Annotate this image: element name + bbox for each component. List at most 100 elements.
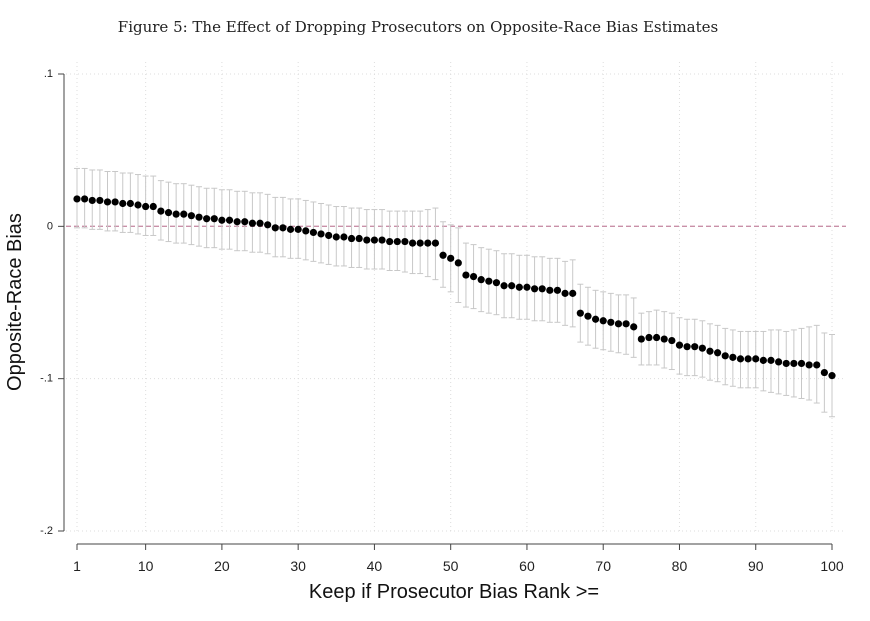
data-point	[553, 286, 562, 294]
data-point	[775, 358, 783, 366]
data-point	[599, 317, 607, 325]
data-point	[134, 201, 142, 209]
data-point	[172, 210, 180, 218]
data-points	[73, 195, 836, 380]
y-tick-label: .1	[44, 68, 53, 80]
x-tick-label: 20	[214, 558, 230, 574]
y-tick-label: -.1	[40, 373, 53, 385]
x-tick-label: 70	[595, 558, 611, 574]
data-point	[317, 230, 325, 238]
data-point	[462, 271, 470, 279]
data-point	[546, 286, 554, 294]
data-point	[485, 277, 493, 285]
data-point	[279, 224, 287, 232]
x-tick-label: 40	[367, 558, 383, 574]
data-point	[294, 225, 302, 233]
x-tick-label: 80	[672, 558, 688, 574]
data-point	[767, 356, 775, 364]
data-point	[408, 239, 417, 247]
data-point	[355, 234, 363, 243]
data-point	[584, 312, 592, 320]
x-tick-label: 1	[73, 558, 81, 574]
data-point	[195, 213, 203, 221]
data-point	[721, 352, 729, 360]
data-point	[561, 289, 569, 297]
data-point	[225, 216, 234, 224]
y-tick-label: -.2	[40, 525, 53, 537]
data-point	[431, 239, 440, 247]
data-point	[248, 219, 257, 227]
data-point	[668, 336, 676, 345]
data-point	[302, 227, 310, 235]
data-point	[271, 224, 279, 232]
grid-layer	[66, 62, 846, 533]
data-point	[698, 344, 706, 352]
data-point	[454, 259, 462, 267]
data-point	[119, 199, 127, 208]
data-point	[782, 359, 790, 368]
data-point	[386, 237, 394, 246]
data-point	[416, 239, 424, 247]
data-point	[744, 355, 752, 363]
data-point	[569, 289, 577, 297]
data-point	[447, 254, 455, 262]
data-point	[111, 198, 119, 206]
data-point	[309, 228, 318, 237]
x-tick-label: 100	[820, 558, 844, 574]
data-point	[347, 234, 356, 243]
data-point	[691, 343, 699, 351]
data-point	[370, 236, 379, 244]
data-point	[477, 276, 485, 284]
data-point	[614, 320, 623, 328]
data-point	[340, 233, 348, 241]
data-point	[714, 349, 722, 357]
data-point	[637, 335, 645, 343]
data-point	[828, 372, 836, 380]
data-point	[241, 218, 249, 226]
data-point	[752, 355, 760, 363]
data-point	[706, 347, 714, 355]
data-point	[286, 225, 295, 233]
data-point	[180, 210, 188, 218]
x-tick-label: 60	[519, 558, 535, 574]
data-point	[157, 207, 165, 215]
error-bars	[74, 167, 835, 418]
data-point	[210, 215, 218, 223]
data-point	[393, 237, 401, 246]
data-point	[187, 212, 195, 220]
data-point	[630, 323, 638, 331]
data-point	[622, 320, 630, 328]
data-point	[164, 209, 173, 217]
data-point	[591, 315, 600, 323]
data-point	[736, 355, 745, 363]
data-point	[508, 282, 516, 290]
data-point	[126, 199, 134, 208]
x-tick-label: 30	[290, 558, 306, 574]
data-point	[401, 237, 409, 246]
data-point	[233, 218, 241, 226]
data-point	[256, 219, 264, 227]
data-point	[530, 285, 539, 293]
data-point	[218, 216, 226, 224]
data-point	[523, 283, 531, 291]
data-point	[675, 341, 684, 349]
y-axis-title: Opposite-Race Bias	[4, 213, 26, 391]
y-tick-label: 0	[47, 220, 53, 232]
data-point	[88, 196, 96, 205]
data-point	[149, 202, 157, 211]
data-point	[73, 195, 81, 203]
data-point	[538, 285, 546, 293]
data-point	[378, 236, 386, 244]
data-point	[607, 318, 615, 326]
data-point	[645, 333, 653, 342]
data-point	[363, 236, 371, 244]
x-tick-label: 10	[138, 558, 154, 574]
axes: .1 0 -.1 -.2 1 10 20 30 40 50 60 70 80 90 100	[40, 68, 844, 574]
data-point	[103, 198, 112, 206]
data-point	[576, 309, 584, 317]
data-point	[203, 215, 211, 223]
data-point	[759, 356, 767, 364]
data-point	[652, 333, 661, 342]
data-point	[820, 368, 828, 377]
